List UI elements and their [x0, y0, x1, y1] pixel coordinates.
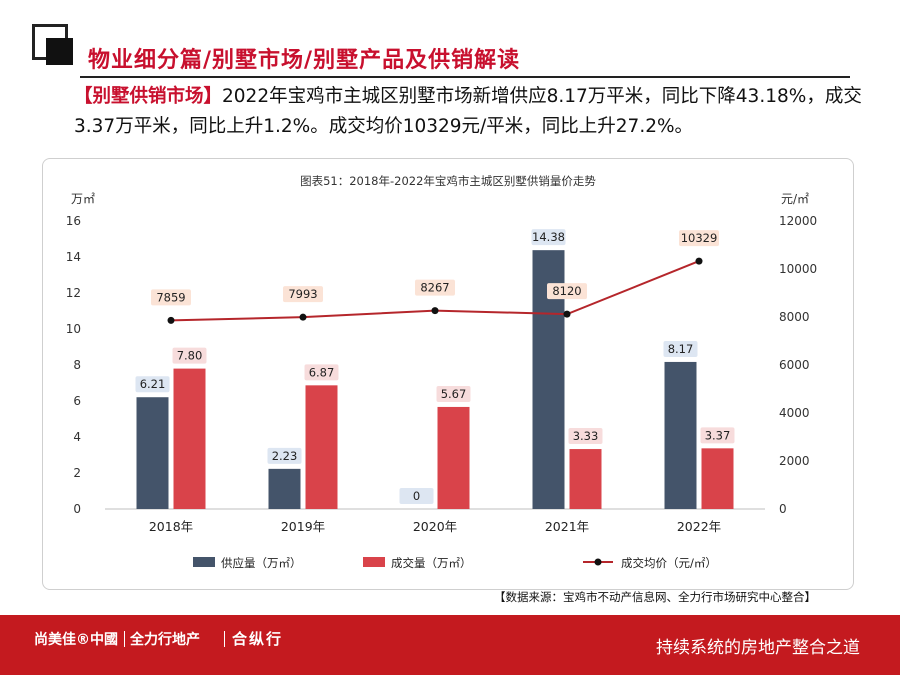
deal-bar: [701, 448, 734, 509]
supply-data-label: 2.23: [272, 449, 298, 463]
legend-deal-swatch: [363, 557, 385, 567]
legend-deal-label: 成交量（万㎡）: [391, 556, 472, 570]
supply-label-bg: [663, 340, 698, 357]
y-left-tick: 8: [73, 358, 81, 372]
y-right-tick: 8000: [779, 310, 810, 324]
legend-supply-swatch: [193, 557, 215, 567]
deal-data-label: 3.33: [573, 429, 599, 443]
price-point: [695, 257, 703, 265]
title-divider: [80, 76, 850, 78]
x-tick-label: 2018年: [149, 519, 193, 534]
supply-label-bg: [267, 447, 302, 464]
footer-brand-1: 尚美佳®中國: [34, 632, 118, 648]
deal-data-label: 6.87: [309, 365, 335, 379]
x-tick-label: 2022年: [677, 519, 721, 534]
y-right-tick: 6000: [779, 358, 810, 372]
x-tick-label: 2019年: [281, 519, 325, 534]
deal-bar: [173, 368, 206, 509]
deal-data-label: 3.37: [705, 428, 731, 442]
price-point: [299, 313, 307, 321]
supply-label-bg: [531, 229, 566, 246]
summary-text: 2022年宝鸡市主城区别墅市场新增供应8.17万平米，同比下降43.18%，成交…: [74, 86, 862, 137]
y-right-tick: 4000: [779, 406, 810, 420]
deal-bar: [305, 385, 338, 509]
price-label-bg: [151, 289, 191, 306]
price-data-label: 8120: [552, 284, 581, 298]
price-data-label: 7993: [288, 287, 317, 301]
supply-label-bg: [399, 488, 434, 504]
supply-bar: [664, 361, 697, 509]
deal-data-label: 5.67: [441, 387, 467, 401]
supply-bar: [268, 468, 301, 509]
legend-price-marker: [594, 558, 602, 566]
x-tick-label: 2020年: [413, 519, 457, 534]
y-left-tick: 4: [73, 430, 81, 444]
y-left-tick: 6: [73, 394, 81, 408]
footer-bar: 尚美佳®中國 全力行地产 合纵行 持续系统的房地产整合之道: [0, 615, 900, 675]
deal-data-label: 7.80: [177, 349, 203, 363]
y-left-tick: 2: [73, 466, 81, 480]
y-left-tick: 12: [66, 286, 81, 300]
summary-paragraph: 【别墅供销市场】2022年宝鸡市主城区别墅市场新增供应8.17万平米，同比下降4…: [74, 82, 864, 142]
price-data-label: 7859: [156, 290, 185, 304]
supply-data-label: 14.38: [532, 230, 565, 244]
price-label-bg: [283, 286, 323, 303]
price-point: [167, 316, 175, 324]
y-right-tick: 12000: [779, 214, 817, 228]
y-right-tick: 10000: [779, 262, 817, 276]
price-label-bg: [415, 279, 455, 296]
deal-label-bg: [172, 347, 207, 364]
price-data-label: 10329: [681, 231, 718, 245]
price-label-bg: [547, 283, 587, 300]
y-left-tick: 14: [66, 250, 81, 264]
chart-container: 图表51：2018年-2022年宝鸡市主城区别墅供销量价走势万㎡ 元/㎡ 0 2 4 6 8…: [42, 158, 854, 590]
supply-data-label: 6.21: [140, 377, 166, 391]
deal-label-bg: [436, 385, 471, 402]
y-right-unit: 元/㎡: [781, 192, 809, 206]
y-right-tick: 0: [779, 502, 787, 516]
footer-brand-2: 全力行地产: [130, 632, 200, 648]
supply-data-label: 0: [413, 489, 420, 503]
y-left-tick: 0: [73, 502, 81, 516]
deal-label-bg: [568, 428, 603, 445]
y-right-tick: 2000: [779, 454, 810, 468]
footer-tagline: 持续系统的房地产整合之道: [656, 638, 860, 658]
legend-price-label: 成交均价（元/㎡）: [621, 556, 717, 570]
section-logo-icon: [32, 24, 76, 68]
y-left-unit: 万㎡: [71, 192, 95, 206]
chart-title: 图表51：2018年-2022年宝鸡市主城区别墅供销量价走势: [300, 174, 596, 188]
price-point: [563, 310, 571, 318]
supply-label-bg: [135, 376, 170, 393]
section-title: 物业细分篇/别墅市场/别墅产品及供销解读: [88, 48, 521, 73]
y-left-tick: 16: [66, 214, 81, 228]
summary-tag: 【别墅供销市场】: [74, 86, 223, 107]
footer-separator: [124, 631, 125, 647]
price-point: [431, 307, 439, 315]
supply-data-label: 8.17: [668, 342, 694, 356]
price-data-label: 8267: [420, 281, 449, 295]
footer-separator: [224, 631, 225, 647]
deal-label-bg: [700, 427, 735, 444]
source-note: 【数据来源：宝鸡市不动产信息网、全力行市场研究中心整合】: [494, 590, 816, 604]
deal-bar: [437, 406, 470, 509]
deal-label-bg: [304, 364, 339, 381]
footer-brand-3: 合纵行: [232, 630, 284, 648]
legend-supply-label: 供应量（万㎡）: [221, 556, 302, 570]
price-label-bg: [679, 230, 719, 247]
x-tick-label: 2021年: [545, 519, 589, 534]
y-left-tick: 10: [66, 322, 81, 336]
deal-bar: [569, 449, 602, 509]
supply-bar: [136, 397, 169, 509]
